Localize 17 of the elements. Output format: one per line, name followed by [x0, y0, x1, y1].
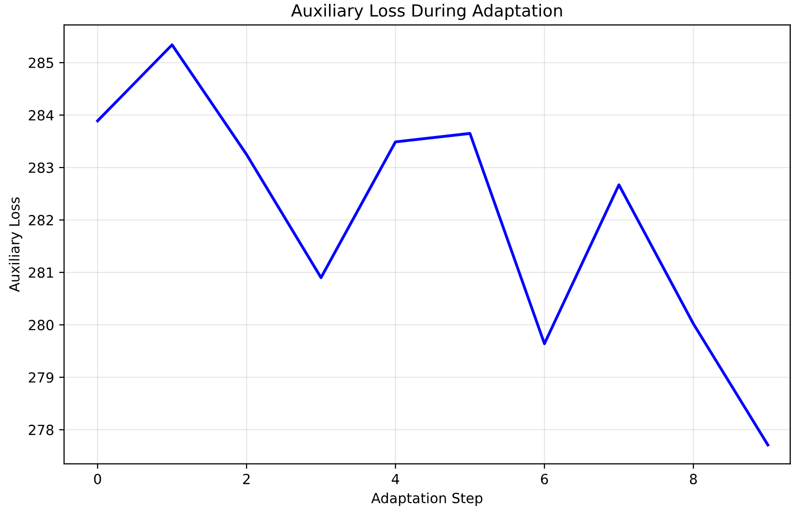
- line-series: [96, 43, 770, 446]
- chart-title: Auxiliary Loss During Adaptation: [291, 4, 562, 20]
- y-axis-title: Auxiliary Loss: [8, 197, 22, 292]
- x-tick-label: 4: [392, 474, 400, 484]
- y-tick-label: 285: [28, 58, 54, 68]
- x-tick-label: 6: [540, 474, 548, 484]
- y-tick-label: 282: [28, 214, 53, 226]
- y-tick-label: 280: [28, 320, 54, 330]
- y-tick-label: 278: [28, 424, 54, 436]
- y-tick-label: 284: [28, 110, 54, 121]
- y-tick-label: 281: [28, 267, 54, 278]
- x-tick-label: 0: [94, 474, 102, 484]
- x-tick-label: 8: [690, 474, 697, 484]
- y-tick-label: 283: [28, 162, 54, 173]
- x-axis-title: Adaptation Step: [371, 492, 482, 506]
- x-tick-label: 2: [243, 474, 250, 484]
- y-tick-label: 279: [28, 372, 54, 383]
